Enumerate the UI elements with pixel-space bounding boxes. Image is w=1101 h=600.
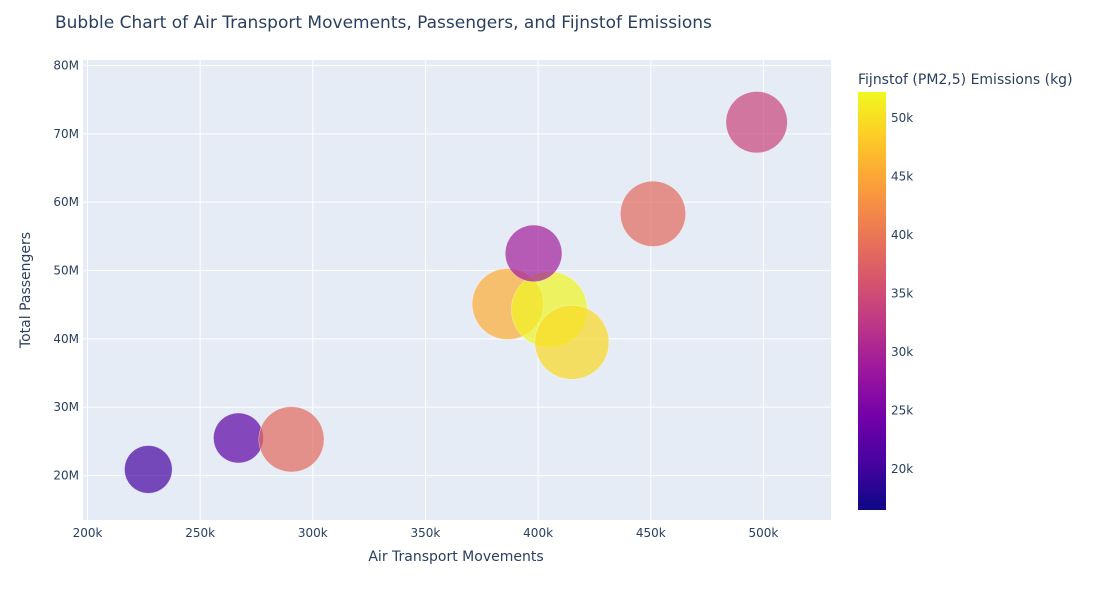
x-tick-label: 250k <box>185 526 215 540</box>
y-axis-title: Total Passengers <box>18 232 34 349</box>
x-tick-label: 350k <box>411 526 441 540</box>
x-axis-ticks: 200k 250k 300k 350k 400k 450k 500k <box>73 526 779 540</box>
colorbar-tick-label: 40k <box>891 228 913 242</box>
bubble <box>504 224 563 283</box>
x-tick-label: 500k <box>748 526 778 540</box>
colorbar-tick-label: 30k <box>891 345 913 359</box>
bubble <box>534 304 610 380</box>
bubble <box>258 406 325 473</box>
colorbar-tick-label: 25k <box>891 403 913 417</box>
colorbar-tick-label: 20k <box>891 462 913 476</box>
colorbar-tick-label: 50k <box>891 111 913 125</box>
x-tick-label: 300k <box>298 526 328 540</box>
bubble <box>213 412 264 464</box>
y-tick-label: 60M <box>53 195 79 209</box>
bubbles <box>124 91 788 494</box>
colorbar-tick-label: 35k <box>891 286 913 300</box>
y-tick-label: 70M <box>53 127 79 141</box>
y-tick-label: 20M <box>53 469 79 483</box>
grid-lines <box>83 60 831 520</box>
plot-background <box>83 60 831 520</box>
colorbar <box>858 92 886 510</box>
bubble <box>124 445 173 494</box>
y-tick-label: 80M <box>53 58 79 72</box>
y-tick-label: 30M <box>53 400 79 414</box>
bubble <box>620 180 686 247</box>
bubble <box>725 91 788 154</box>
x-tick-label: 400k <box>523 526 553 540</box>
y-tick-label: 40M <box>53 332 79 346</box>
x-tick-label: 450k <box>636 526 666 540</box>
colorbar-ticks: 20k 25k 30k 35k 40k 45k 50k <box>891 111 913 476</box>
y-axis-ticks: 20M 30M 40M 50M 60M 70M 80M <box>53 58 79 482</box>
x-axis-title: Air Transport Movements <box>368 549 543 565</box>
y-tick-label: 50M <box>53 264 79 278</box>
colorbar-tick-label: 45k <box>891 169 913 183</box>
chart-title: Bubble Chart of Air Transport Movements,… <box>55 13 712 33</box>
x-tick-label: 200k <box>73 526 103 540</box>
colorbar-title: Fijnstof (PM2,5) Emissions (kg) <box>858 72 1073 88</box>
